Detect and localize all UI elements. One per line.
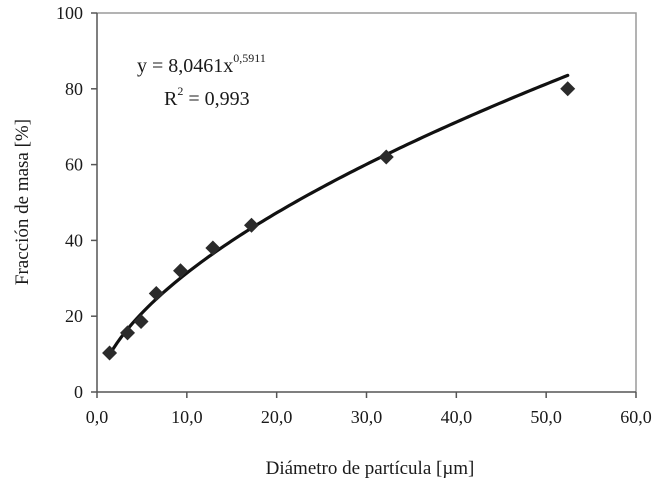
r-squared-superscript: 2	[177, 84, 183, 98]
data-point	[148, 285, 164, 301]
x-tick-label: 50,0	[530, 407, 562, 427]
r-squared-label: R2 = 0,993	[164, 84, 250, 110]
data-point	[560, 81, 576, 97]
data-point	[244, 217, 260, 233]
r-squared-value: = 0,993	[183, 88, 249, 110]
y-tick-label: 0	[74, 382, 83, 402]
y-axis-title: Fracción de masa [%]	[12, 119, 33, 285]
data-point	[120, 325, 136, 341]
x-axis-title: Diámetro de partícula [µm]	[266, 458, 475, 479]
y-tick-label: 60	[65, 155, 83, 175]
data-point	[205, 240, 221, 256]
plot-area: 0,0 10,0 20,0 30,0 40,0 50,0 60,0 0 20 40 60 80 100	[56, 3, 652, 427]
y-tick-label: 100	[56, 3, 83, 23]
equation-main: y = 8,0461x	[137, 55, 233, 77]
trendline-curve	[107, 73, 570, 357]
data-point	[133, 314, 149, 330]
equation-exponent: 0,5911	[233, 51, 266, 65]
x-tick-label: 40,0	[441, 407, 473, 427]
plot-frame	[97, 12, 637, 392]
x-tick-label: 10,0	[171, 407, 203, 427]
y-tick-label: 40	[65, 230, 83, 250]
x-tick-label: 30,0	[351, 407, 383, 427]
x-tick-label: 60,0	[620, 407, 652, 427]
y-tick-label: 80	[65, 79, 83, 99]
data-point	[102, 345, 118, 361]
x-tick-label: 20,0	[261, 407, 293, 427]
data-point	[378, 149, 394, 165]
y-tick-label: 20	[65, 306, 83, 326]
data-point	[173, 263, 189, 279]
x-tick-label: 0,0	[86, 407, 109, 427]
r-squared-prefix: R	[164, 88, 178, 110]
equation-label: y = 8,0461x0,5911	[137, 51, 266, 77]
